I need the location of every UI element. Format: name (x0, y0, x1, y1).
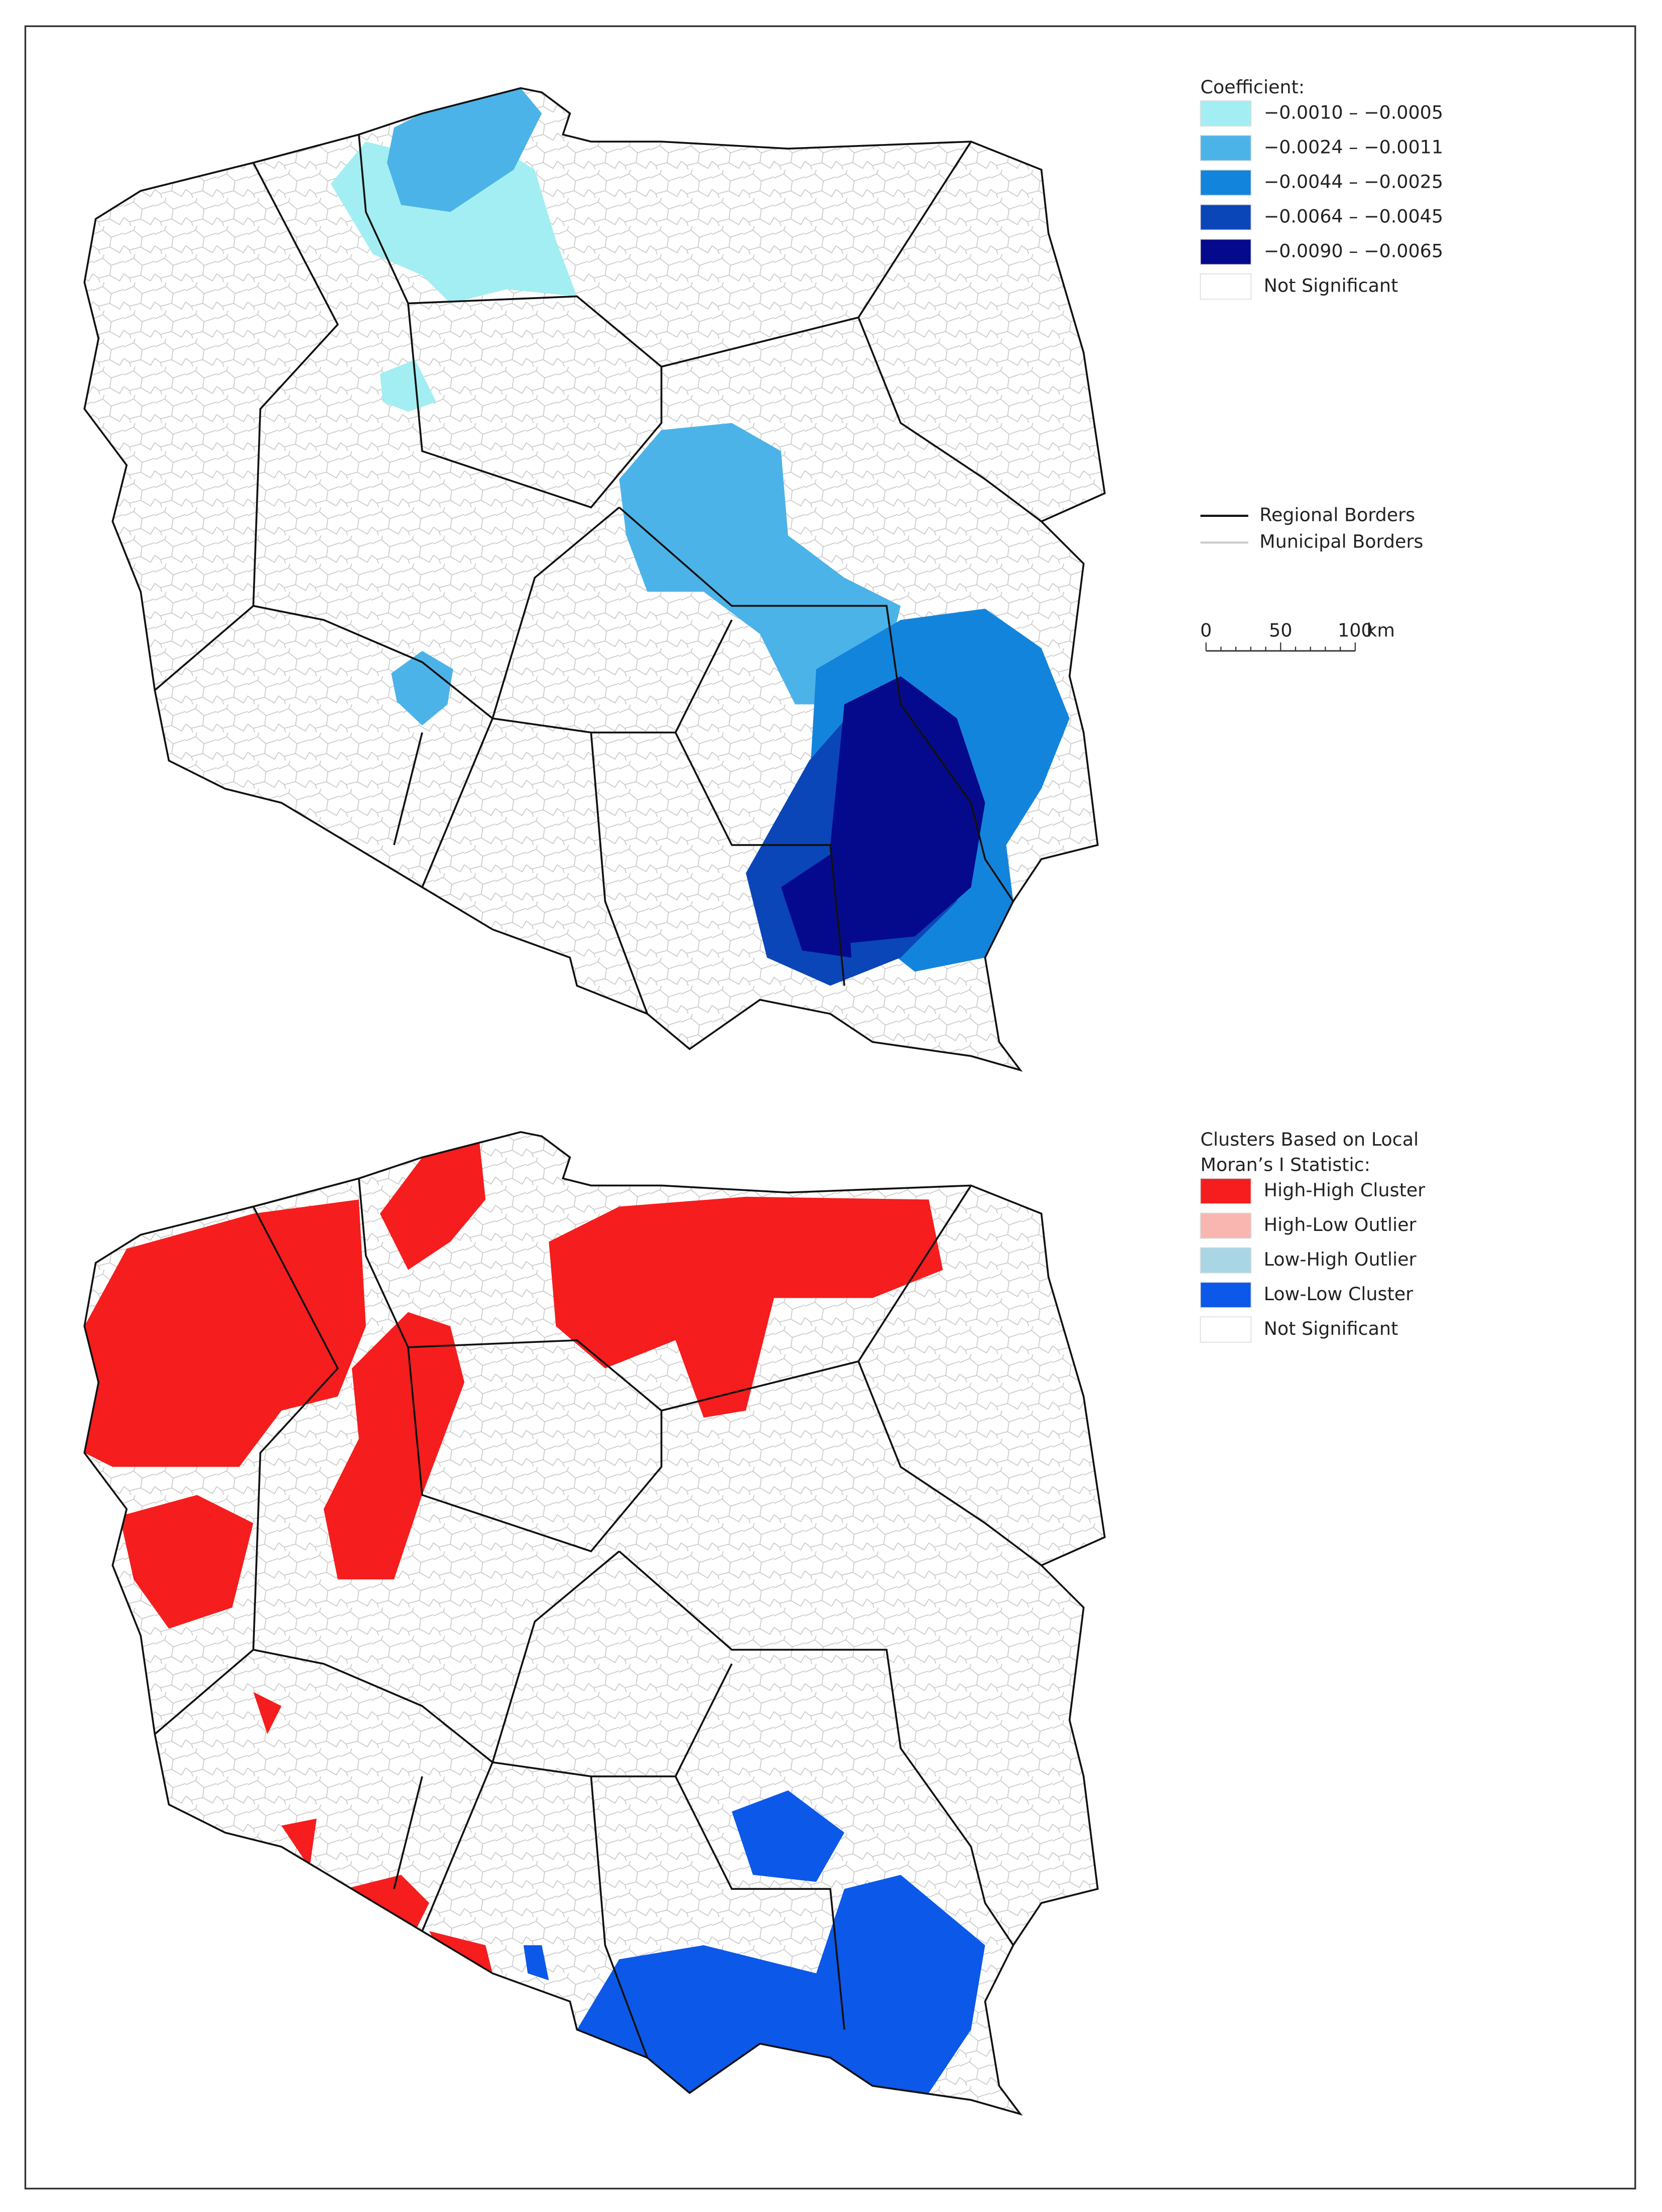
legend-swatch (1200, 1178, 1252, 1204)
frame (24, 25, 1636, 2190)
scale-label: 0 (1200, 619, 1212, 641)
legend-swatch (1200, 204, 1252, 231)
legend-label: Not Significant (1264, 274, 1398, 296)
legend-label: −0.0064 – −0.0045 (1264, 205, 1443, 227)
legend-swatch (1200, 1247, 1252, 1274)
map-coefficient (83, 87, 1106, 1071)
legend-swatch (1200, 134, 1252, 162)
scale-label: 50 (1269, 619, 1292, 641)
legend-label: −0.0090 – −0.0065 (1264, 240, 1443, 261)
legend-swatch (1200, 1282, 1252, 1308)
legend-swatch (1200, 169, 1252, 196)
legend-swatch (1200, 273, 1252, 300)
legend-swatch (1200, 1316, 1252, 1343)
legend-label: Municipal Borders (1259, 531, 1423, 552)
legend-label: −0.0024 – −0.0011 (1264, 136, 1443, 158)
legend-label: −0.0010 – −0.0005 (1264, 102, 1443, 123)
map-clusters (83, 1131, 1106, 2115)
legend-swatch (1200, 100, 1252, 127)
legend-title: Moran’s I Statistic: (1200, 1154, 1370, 1176)
legend-label: Low-High Outlier (1264, 1249, 1417, 1270)
legend-swatch (1200, 238, 1252, 265)
legend-label: Low-Low Cluster (1264, 1283, 1414, 1305)
legend-swatch (1200, 1212, 1252, 1239)
legend-label: −0.0044 – −0.0025 (1264, 171, 1443, 193)
legend-title: Clusters Based on Local (1200, 1129, 1419, 1150)
scale-unit: km (1366, 619, 1395, 641)
scale-label: 100 (1338, 619, 1373, 641)
legend-label: Not Significant (1264, 1318, 1398, 1339)
legend-label: High-Low Outlier (1264, 1214, 1417, 1235)
legend-label: High-High Cluster (1264, 1179, 1426, 1201)
legend-title: Coefficient: (1200, 76, 1305, 98)
legend-label: Regional Borders (1259, 504, 1415, 525)
